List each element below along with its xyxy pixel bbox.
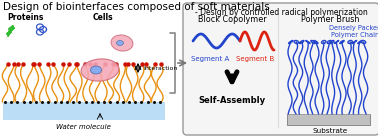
Text: Segment A: Segment A (191, 56, 229, 62)
Text: Segment B: Segment B (236, 56, 274, 62)
Text: Block Copolymer: Block Copolymer (198, 15, 266, 24)
Text: - Design by controlled radical polymerization: - Design by controlled radical polymeriz… (195, 8, 367, 17)
Ellipse shape (81, 59, 119, 81)
Text: Self-Assembly: Self-Assembly (198, 96, 266, 105)
Ellipse shape (111, 35, 133, 51)
Ellipse shape (90, 66, 102, 74)
Text: Polymer Brush: Polymer Brush (301, 15, 359, 24)
FancyBboxPatch shape (183, 3, 378, 135)
Text: Design of biointerfaces composed of soft materials: Design of biointerfaces composed of soft… (3, 2, 270, 12)
Text: Water molecule: Water molecule (56, 124, 110, 130)
FancyBboxPatch shape (3, 102, 165, 120)
Text: Densely Packed
Polymer Chain: Densely Packed Polymer Chain (329, 25, 378, 39)
FancyBboxPatch shape (287, 114, 370, 125)
Text: Proteins: Proteins (7, 13, 43, 22)
Ellipse shape (116, 40, 124, 46)
Text: Substrate: Substrate (312, 128, 348, 134)
Text: Interaction: Interaction (143, 66, 177, 71)
Text: Cells: Cells (93, 13, 113, 22)
